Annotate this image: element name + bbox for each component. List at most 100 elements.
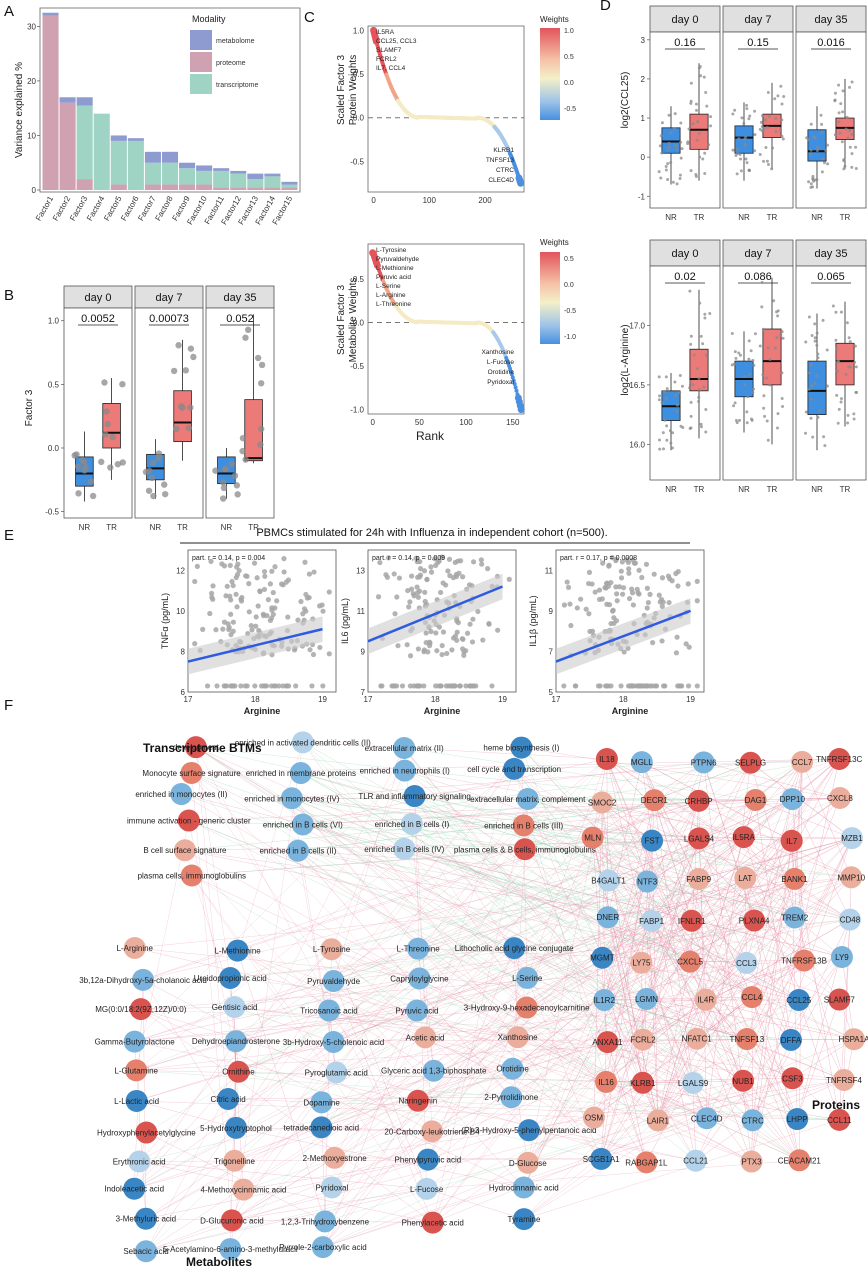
p-value: 0.0052: [81, 313, 115, 325]
scatter-point: [210, 596, 216, 602]
network-edge: [705, 999, 840, 1121]
data-point: [844, 372, 848, 376]
x-tick-label: 19: [318, 695, 327, 704]
data-point: [836, 421, 840, 425]
network-node-label: enriched in B cells (IV): [364, 845, 444, 854]
y-tick-label: 12: [176, 566, 185, 575]
data-point: [664, 168, 668, 172]
data-point: [674, 144, 678, 148]
network-edge: [237, 950, 707, 1119]
scatter-point: [613, 556, 619, 563]
data-point: [837, 111, 841, 115]
scatter-point: [614, 591, 620, 597]
data-point: [762, 406, 766, 410]
network-edge: [606, 758, 805, 961]
weight-point: [514, 388, 519, 393]
network-node-label: DECR1: [641, 796, 669, 805]
data-point: [753, 332, 757, 336]
network-node-protein: [740, 1150, 763, 1173]
network-edge: [698, 838, 747, 964]
network-node-metabolite: [123, 1030, 146, 1053]
y-tick-label: 13: [356, 566, 365, 575]
scatter-point: [603, 683, 609, 689]
data-point: [825, 348, 829, 352]
network-edge: [322, 1038, 855, 1248]
x-tick-label: 0: [370, 418, 375, 427]
network-edge: [651, 920, 753, 998]
network-edge: [523, 825, 608, 918]
scatter-point: [265, 597, 271, 603]
network-node-label: Gentisic acid: [212, 1003, 258, 1012]
data-point: [220, 484, 228, 492]
data-point: [748, 114, 752, 118]
data-point: [688, 386, 692, 390]
network-node-label: Phenylpyruvic acid: [395, 1156, 462, 1165]
network-edge: [524, 762, 751, 850]
network-edge: [335, 798, 528, 1073]
network-node-label: Lithocholic acid glycine conjugate: [455, 944, 574, 953]
network-edge: [134, 947, 518, 1038]
network-node-label: CTRC: [742, 1116, 764, 1125]
network-edge: [243, 1038, 697, 1190]
bar-Factor7-transcriptome: [144, 162, 161, 185]
data-point: [850, 165, 854, 169]
fit-line: [555, 609, 691, 663]
network-node-metabolite: [322, 1031, 345, 1054]
x-tick-label: 17: [552, 695, 561, 704]
network-edge: [523, 1080, 744, 1220]
network-node-metabolite: [125, 1059, 148, 1082]
p-value: 0.02: [674, 271, 695, 283]
network-edge: [646, 998, 800, 1161]
network-edge: [521, 747, 747, 964]
data-point: [161, 490, 169, 498]
scatter-point: [694, 578, 700, 584]
data-point: [809, 397, 813, 401]
data-point: [839, 397, 843, 401]
network-edge: [600, 920, 755, 1160]
weight-label-high: L-Methionine: [376, 265, 414, 272]
data-point: [704, 430, 708, 434]
network-edge: [431, 1129, 529, 1132]
network-edge: [181, 793, 800, 1161]
network-node-protein: [832, 1068, 855, 1091]
scatter-point: [253, 614, 259, 620]
colorbar-tick: 1.0: [564, 28, 574, 35]
network-edge: [657, 1078, 793, 1121]
network-edge: [425, 1037, 753, 1121]
network-edge: [705, 960, 805, 1000]
data-point: [708, 312, 712, 316]
x-tick-label: 19: [686, 695, 695, 704]
scatter-point: [656, 592, 662, 598]
network-edge: [607, 1042, 647, 1163]
panel-a-variance-chart: Variance explained % Factor1Factor2Facto…: [14, 7, 301, 226]
data-point: [810, 384, 814, 388]
bar-Factor15-metabolome: [281, 181, 298, 185]
network-edge: [746, 962, 792, 1041]
bar-Factor14-proteome: [264, 187, 281, 190]
network-edge: [134, 1041, 237, 1189]
data-point: [780, 330, 784, 334]
network-edge: [602, 802, 744, 838]
weight-point: [512, 381, 517, 386]
data-point: [855, 390, 859, 394]
network-edge: [654, 762, 751, 801]
data-point: [665, 424, 669, 428]
network-edge: [191, 772, 233, 1221]
data-point: [835, 369, 839, 373]
data-point: [745, 421, 749, 425]
network-node-label: enriched in B cells (VI): [263, 821, 343, 830]
facet-frame: [649, 265, 721, 481]
network-edge: [139, 999, 840, 1162]
data-point: [848, 85, 852, 89]
network-node-label: MMP10: [837, 873, 865, 882]
network-edge: [333, 747, 405, 982]
network-node-protein: [687, 789, 710, 812]
data-point: [233, 482, 241, 489]
data-point: [744, 157, 748, 161]
data-point: [815, 178, 819, 182]
x-axis-label: Arginine: [424, 706, 461, 716]
data-point: [825, 384, 829, 388]
group-label: TR: [767, 213, 778, 222]
scatter-point: [394, 683, 400, 689]
panel-letter-e: E: [4, 527, 14, 544]
